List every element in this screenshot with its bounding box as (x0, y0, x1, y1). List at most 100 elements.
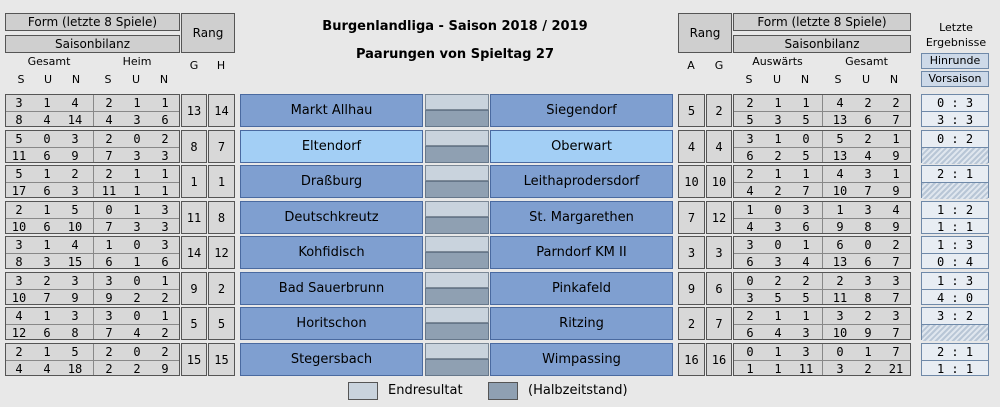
home-team-button[interactable]: Draßburg (240, 165, 423, 198)
away-rang-gesamt: 2 (706, 94, 732, 127)
home-form-value: 1 (161, 96, 169, 110)
last-results-label-1: Letzte (939, 21, 973, 34)
endresultat-box (425, 272, 489, 288)
home-bilanz-value: 9 (71, 149, 79, 163)
home-bilanz-value: 1 (161, 184, 169, 198)
away-bilanz-value: 6 (864, 113, 872, 127)
home-bilanz-value: 9 (161, 362, 169, 376)
away-form-value: 2 (746, 96, 754, 110)
home-bilanz-value: 15 (67, 255, 83, 269)
home-rang-gesamt: 13 (181, 94, 207, 127)
home-bilanz-value: 2 (161, 326, 169, 340)
hinrunde-result: 1 : 2 (936, 203, 974, 217)
away-team-button[interactable]: Ritzing (490, 307, 673, 340)
away-form-value: 2 (746, 167, 754, 181)
vorsaison-result (922, 147, 988, 164)
away-bilanz-value: 13 (832, 255, 848, 269)
away-form-value: 4 (892, 203, 900, 217)
away-team-button[interactable]: Leithaprodersdorf (490, 165, 673, 198)
legend-endresultat-label: Endresultat (388, 383, 463, 398)
home-stats: 2 1 5 2 0 2 4 4 18 2 2 9 (5, 343, 180, 376)
home-bilanz-value: 4 (43, 113, 51, 127)
home-team-button[interactable]: Bad Sauerbrunn (240, 272, 423, 305)
home-form-value: 2 (105, 345, 113, 359)
away-bilanz-value: 7 (892, 113, 900, 127)
home-rang-heim: 14 (208, 94, 235, 127)
home-bilanz-value: 4 (15, 362, 23, 376)
away-team-button[interactable]: St. Margarethen (490, 201, 673, 234)
away-form-value: 2 (864, 96, 872, 110)
away-form-value: 1 (892, 167, 900, 181)
away-stats: 0 1 3 0 1 7 1 1 11 3 2 21 (733, 343, 911, 376)
left-bilanz-header: Saisonbilanz (5, 35, 180, 53)
away-form-value: 1 (774, 345, 782, 359)
home-form-value: 2 (161, 345, 169, 359)
right-auswaerts-label: Auswärts (752, 55, 803, 68)
home-form-value: 3 (105, 309, 113, 323)
away-team-button[interactable]: Pinkafeld (490, 272, 673, 305)
away-stats: 0 2 2 2 3 3 3 5 5 11 8 7 (733, 272, 911, 305)
home-bilanz-value: 17 (11, 184, 27, 198)
vorsaison-result (922, 324, 988, 341)
away-form-value: 4 (836, 167, 844, 181)
right-bilanz-header: Saisonbilanz (733, 35, 911, 53)
away-team-button[interactable]: Parndorf KM II (490, 236, 673, 269)
home-form-value: 5 (71, 203, 79, 217)
home-team-button[interactable]: Kohfidisch (240, 236, 423, 269)
left-heim-label: Heim (122, 55, 152, 68)
page-subtitle: Paarungen von Spieltag 27 (355, 47, 555, 62)
home-stats: 2 1 5 0 1 3 10 6 10 7 3 3 (5, 201, 180, 234)
away-bilanz-value: 4 (746, 184, 754, 198)
away-team-button[interactable]: Siegendorf (490, 94, 673, 127)
home-form-value: 3 (161, 203, 169, 217)
home-team-button[interactable]: Stegersbach (240, 343, 423, 376)
home-rang-gesamt: 14 (181, 236, 207, 269)
home-form-value: 0 (133, 309, 141, 323)
home-bilanz-value: 3 (133, 149, 141, 163)
away-rang-auswaerts: 3 (678, 236, 705, 269)
away-bilanz-value: 9 (892, 149, 900, 163)
away-form-value: 3 (802, 345, 810, 359)
away-bilanz-value: 4 (864, 149, 872, 163)
endresultat-box (425, 94, 489, 110)
away-bilanz-value: 3 (746, 291, 754, 305)
home-team-button[interactable]: Horitschon (240, 307, 423, 340)
away-form-value: 1 (774, 96, 782, 110)
away-bilanz-value: 1 (746, 362, 754, 376)
endresultat-box (425, 130, 489, 146)
hinrunde-button[interactable]: Hinrunde (921, 53, 989, 69)
home-form-value: 2 (105, 96, 113, 110)
away-bilanz-value: 9 (864, 326, 872, 340)
away-bilanz-value: 4 (746, 220, 754, 234)
endresultat-box (425, 201, 489, 217)
home-form-value: 0 (133, 132, 141, 146)
home-team-button[interactable]: Deutschkreutz (240, 201, 423, 234)
home-bilanz-value: 6 (161, 113, 169, 127)
vorsaison-button[interactable]: Vorsaison (921, 71, 989, 87)
home-form-value: 1 (43, 167, 51, 181)
away-team-button[interactable]: Wimpassing (490, 343, 673, 376)
away-bilanz-value: 2 (774, 149, 782, 163)
home-bilanz-value: 11 (101, 184, 117, 198)
home-rang-gesamt: 15 (181, 343, 207, 376)
home-form-value: 2 (15, 345, 23, 359)
away-team-button[interactable]: Oberwart (490, 130, 673, 163)
home-bilanz-value: 6 (43, 220, 51, 234)
home-team-button[interactable]: Markt Allhau (240, 94, 423, 127)
home-bilanz-value: 14 (67, 113, 83, 127)
home-form-value: 3 (71, 132, 79, 146)
away-stats: 1 0 3 1 3 4 4 3 6 9 8 9 (733, 201, 911, 234)
away-bilanz-value: 4 (802, 255, 810, 269)
home-rang-heim: 8 (208, 201, 235, 234)
right-col-label: N (800, 73, 810, 86)
home-team-button[interactable]: Eltendorf (240, 130, 423, 163)
home-rang-heim: 7 (208, 130, 235, 163)
home-rang-heim: 5 (208, 307, 235, 340)
away-form-value: 1 (892, 132, 900, 146)
home-form-value: 0 (133, 238, 141, 252)
home-form-value: 1 (43, 345, 51, 359)
away-bilanz-value: 9 (892, 184, 900, 198)
away-form-value: 4 (836, 96, 844, 110)
right-rang-header: Rang (678, 13, 732, 53)
